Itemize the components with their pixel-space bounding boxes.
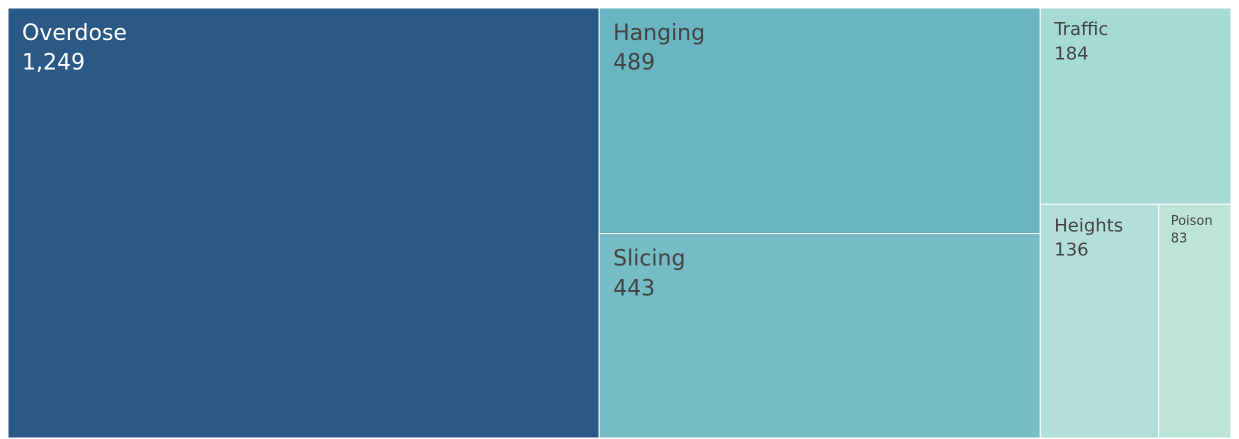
treemap-tile [1158, 203, 1232, 439]
treemap-tile [7, 7, 600, 439]
tile-value: 489 [613, 51, 655, 76]
treemap-tile [1039, 7, 1232, 205]
tile-value: 83 [1171, 231, 1188, 246]
tile-label: Traffic [1053, 19, 1108, 40]
tile-label: Overdose [22, 21, 127, 46]
treemap-tile [598, 233, 1041, 439]
tile-label: Hanging [613, 21, 705, 46]
tile-value: 136 [1054, 240, 1088, 261]
tile-value: 1,249 [22, 51, 85, 76]
treemap-tile [598, 7, 1041, 235]
treemap-tile [1039, 203, 1160, 439]
tile-value: 184 [1054, 43, 1088, 64]
tile-label: Slicing [613, 247, 685, 272]
tile-label: Poison [1171, 214, 1213, 229]
tile-label: Heights [1054, 215, 1123, 236]
tile-value: 443 [613, 276, 655, 301]
